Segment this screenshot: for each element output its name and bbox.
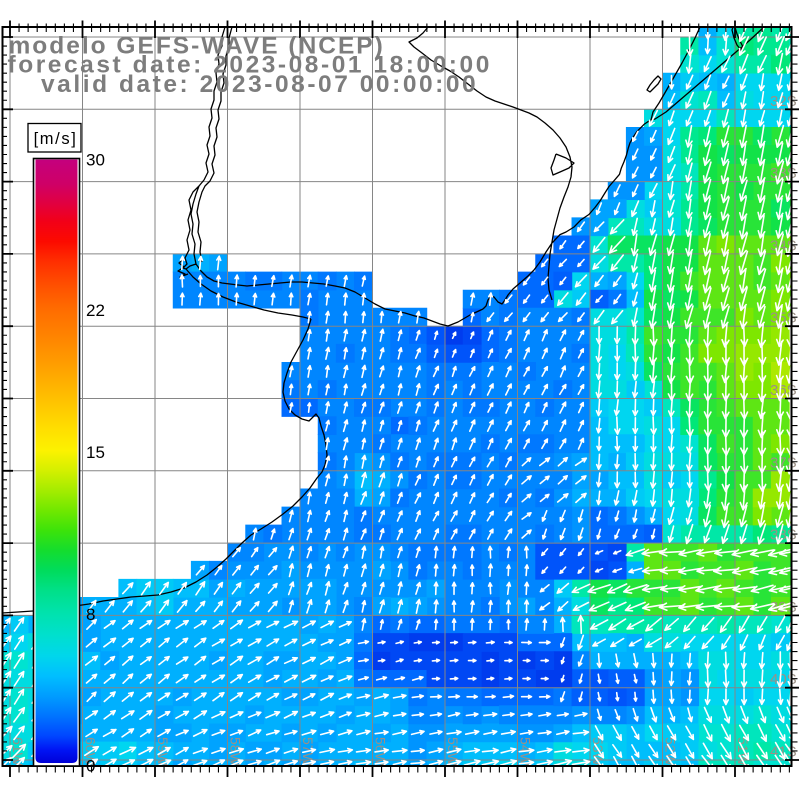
svg-text:53W: 53W <box>590 737 606 767</box>
svg-text:34S: 34S <box>770 237 797 254</box>
svg-text:30: 30 <box>86 151 105 170</box>
svg-text:38S: 38S <box>770 527 797 544</box>
svg-text:52W: 52W <box>663 737 679 767</box>
svg-text:0: 0 <box>86 757 95 776</box>
svg-text:8: 8 <box>86 605 95 624</box>
svg-text:36S: 36S <box>770 382 797 399</box>
svg-text:15: 15 <box>86 443 105 462</box>
svg-text:40S: 40S <box>770 671 797 688</box>
svg-text:[m/s]: [m/s] <box>34 130 78 148</box>
svg-text:valid date: 2023-08-07 00:00:0: valid date: 2023-08-07 00:00:00 <box>41 71 478 98</box>
svg-text:51W: 51W <box>735 737 751 767</box>
svg-text:32S: 32S <box>770 93 797 110</box>
svg-text:35S: 35S <box>770 310 797 327</box>
svg-text:forecast date: 2023-08-01 18:0: forecast date: 2023-08-01 18:00:00 <box>8 52 492 79</box>
svg-text:modelo GEFS-WAVE (NCEP): modelo GEFS-WAVE (NCEP) <box>9 33 385 60</box>
svg-text:22: 22 <box>86 301 105 320</box>
